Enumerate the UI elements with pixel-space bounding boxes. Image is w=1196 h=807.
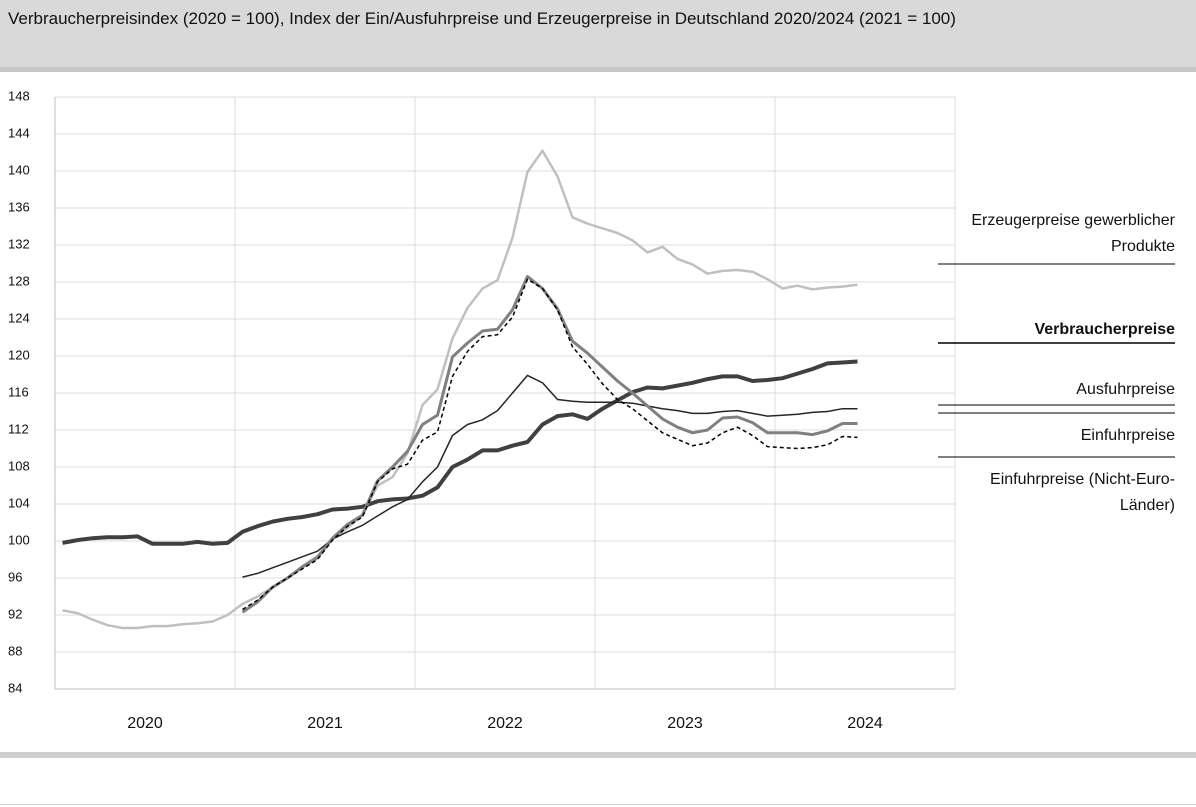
footer-line	[0, 804, 1196, 805]
x-tick-label: 2023	[667, 715, 703, 732]
y-tick-label: 128	[8, 273, 30, 288]
x-tick-label: 2020	[127, 715, 163, 732]
y-tick-label: 112	[8, 421, 29, 436]
y-tick-label: 108	[8, 458, 30, 473]
x-tick-label: 2024	[847, 715, 883, 732]
y-tick-label: 88	[8, 643, 22, 658]
legend-label: Einfuhrpreise	[1080, 427, 1175, 444]
series-line	[241, 275, 858, 614]
legend-label: Ausfuhrpreise	[1076, 381, 1175, 398]
legend-label: Verbraucherpreise	[1034, 321, 1175, 338]
y-tick-label: 116	[8, 384, 29, 399]
series-line	[62, 359, 858, 546]
y-tick-label: 148	[8, 88, 30, 103]
y-tick-label: 124	[8, 310, 30, 325]
chart: 84 88 92 96 100 104 108 112 116 120 124 128 132 136 14…	[8, 88, 1175, 732]
x-tick-label: 2022	[487, 715, 523, 732]
x-tick-label: 2021	[307, 715, 343, 732]
y-tick-label: 136	[8, 199, 30, 214]
chart-title: Verbraucherpreisindex (2020 = 100), Inde…	[8, 9, 956, 28]
legend-label: Einfuhrpreise (Nicht-Euro-Länder)	[990, 471, 1175, 514]
y-tick-label: 132	[8, 236, 30, 251]
y-tick-label: 100	[8, 532, 30, 547]
y-tick-label: 104	[8, 495, 30, 510]
y-tick-label: 84	[8, 680, 22, 695]
series-line	[62, 149, 858, 630]
header: Verbraucherpreisindex (2020 = 100), Inde…	[0, 0, 1196, 72]
y-tick-label: 120	[8, 347, 30, 362]
footer-band	[0, 752, 1196, 758]
y-tick-label: 140	[8, 162, 30, 177]
y-tick-label: 92	[8, 606, 22, 621]
series-line	[242, 278, 858, 611]
y-tick-label: 96	[8, 569, 22, 584]
series-line	[242, 374, 858, 578]
legend-label: Erzeugerpreise gewerblicher Produkte	[971, 212, 1175, 255]
y-tick-label: 144	[8, 125, 30, 140]
